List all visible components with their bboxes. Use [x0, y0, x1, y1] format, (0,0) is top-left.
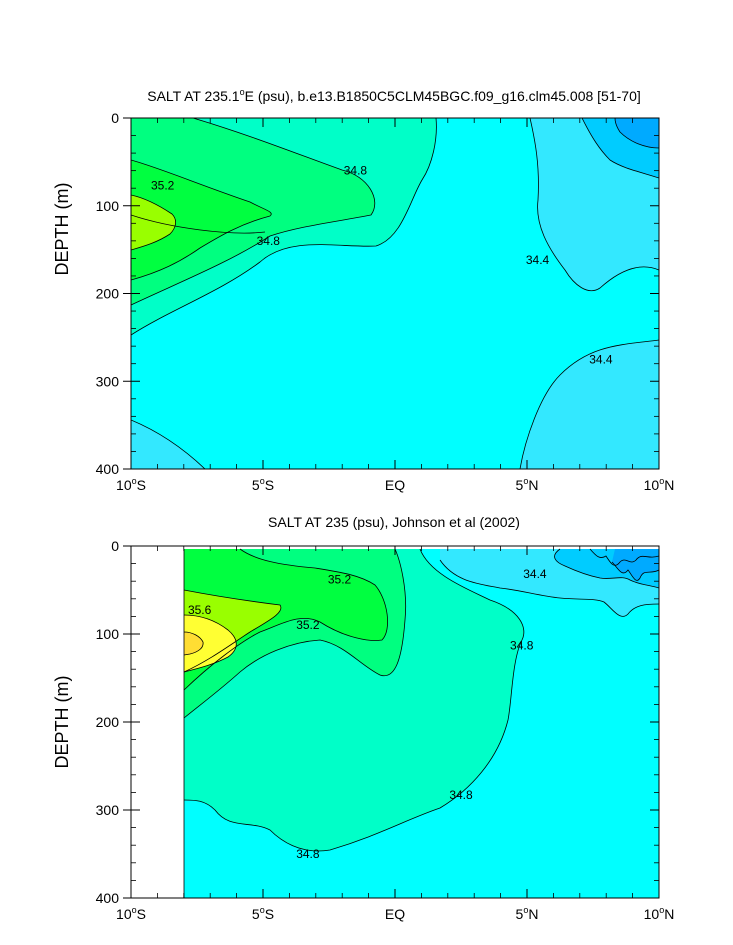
panel-obs: SALT AT 235 (psu), Johnson et al (2002) [52, 514, 674, 922]
panel-model-tick-labels: 10oS 5oS EQ 5oN 10oN 0 100 200 300 400 [96, 110, 675, 493]
y-tick-label-0: 0 [111, 110, 119, 126]
x-tick-label-2: EQ [385, 477, 405, 493]
panel-obs-contour-lines [183, 548, 659, 852]
panel-model-contour-fill [131, 118, 659, 469]
contour-label-4: 34.4 [589, 352, 613, 366]
contour-label-3: 34.8 [510, 638, 534, 652]
region-35-6-obs [184, 615, 237, 672]
y-tick-label-3: 300 [96, 802, 120, 818]
panel-model-contour-lines [131, 118, 659, 469]
contour-label-6: 34.8 [296, 847, 320, 861]
contour-label-3: 34.4 [526, 253, 550, 267]
contour-label-1: 34.8 [344, 164, 368, 178]
panel-model-ticks [123, 117, 660, 470]
x-tick-label-1: 5oS [252, 905, 274, 922]
panel-model-contour-labels: 35.2 34.8 34.8 34.4 34.4 [151, 164, 613, 367]
region-35-4 [131, 195, 176, 250]
panel-obs-contour-fill [183, 548, 659, 898]
y-tick-label-2: 200 [96, 714, 120, 730]
x-tick-label-1: 5oS [252, 476, 274, 493]
contour-label-4: 34.4 [523, 567, 547, 581]
panel-obs-title: SALT AT 235 (psu), Johnson et al (2002) [268, 514, 520, 530]
panel-model: SALT AT 235.1oE (psu), b.e13.B1850C5CLM4… [52, 87, 674, 493]
panel-obs-ticks [123, 545, 660, 899]
x-tick-label-3: 5oN [516, 476, 539, 493]
y-tick-label-3: 300 [96, 373, 120, 389]
y-tick-label-4: 400 [96, 890, 120, 906]
panel-obs-ylabel: DEPTH (m) [52, 676, 72, 769]
y-tick-label-0: 0 [111, 538, 119, 554]
x-tick-label-4: 10oN [644, 476, 675, 493]
region-35-2-obs [184, 549, 388, 690]
contour-label-0: 35.2 [151, 179, 175, 193]
x-tick-label-0: 10oS [116, 905, 146, 922]
contour-label-2: 34.8 [257, 234, 281, 248]
x-tick-label-2: EQ [385, 906, 405, 922]
y-tick-label-1: 100 [96, 198, 120, 214]
y-tick-label-1: 100 [96, 626, 120, 642]
region-34-0-east [615, 118, 659, 148]
contour-label-2: 35.2 [296, 618, 320, 632]
x-tick-label-0: 10oS [116, 476, 146, 493]
x-tick-label-4: 10oN [644, 905, 675, 922]
contour-label-5: 34.8 [449, 788, 473, 802]
panel-model-ylabel: DEPTH (m) [52, 183, 72, 276]
region-35-2 [131, 160, 272, 280]
panel-obs-contour-labels: 35.2 35.6 35.2 34.8 34.4 34.8 34.8 [188, 567, 547, 861]
x-tick-label-3: 5oN [516, 905, 539, 922]
region-34-4-sw [131, 420, 205, 469]
panel-obs-tick-labels: 10oS 5oS EQ 5oN 10oN 0 100 200 300 400 [96, 538, 675, 922]
panel-model-title: SALT AT 235.1oE (psu), b.e13.B1850C5CLM4… [147, 87, 641, 104]
y-tick-label-2: 200 [96, 286, 120, 302]
contour-label-0: 35.2 [328, 572, 352, 586]
contour-label-1: 35.6 [188, 603, 212, 617]
y-tick-label-4: 400 [96, 461, 120, 477]
region-35-8-obs [184, 632, 204, 655]
